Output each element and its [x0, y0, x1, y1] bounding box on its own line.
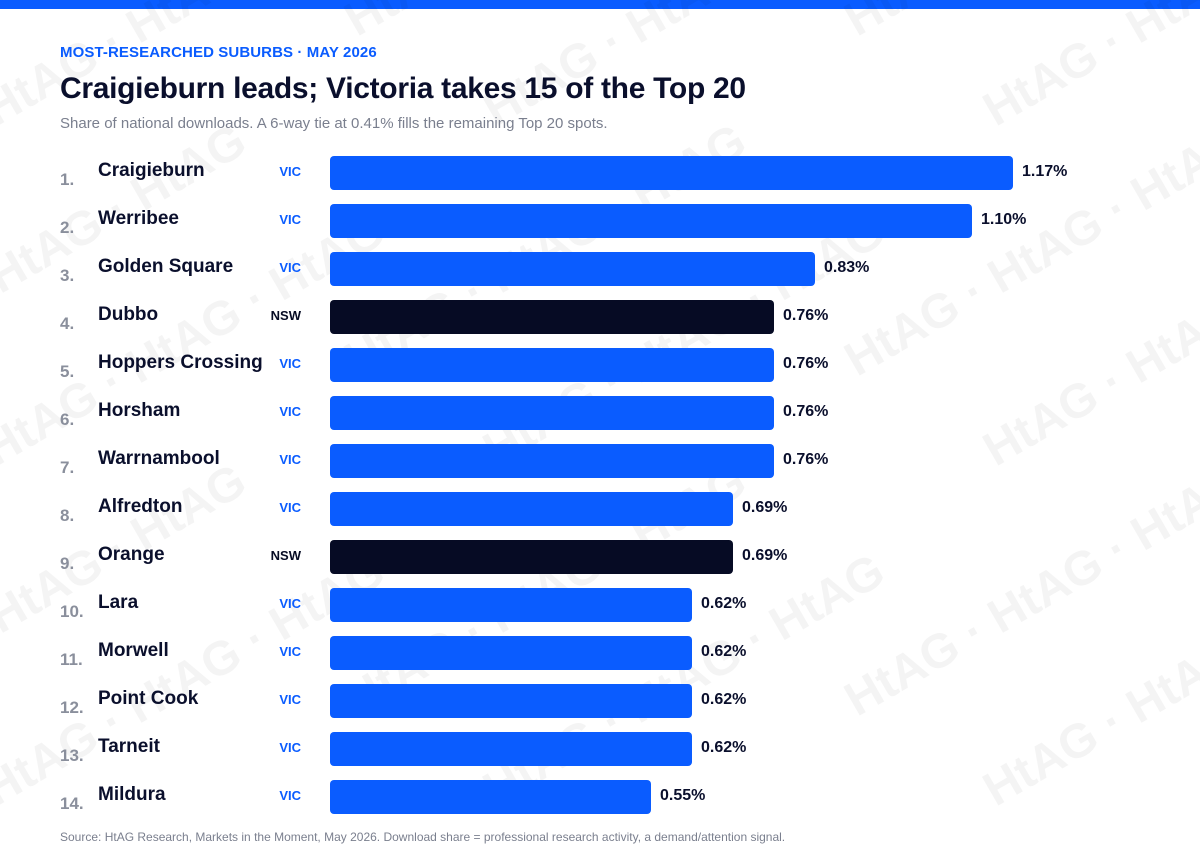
bar: [330, 348, 774, 382]
state-label: VIC: [279, 212, 301, 227]
bar-row: 7. Warrnambool VIC 0.76%: [0, 444, 1200, 492]
bar-row: 9. Orange NSW 0.69%: [0, 540, 1200, 588]
value-label: 0.62%: [701, 595, 747, 612]
chart-subtitle: Share of national downloads. A 6-way tie…: [60, 115, 608, 132]
rank-label: 12.: [60, 698, 84, 717]
bar: [330, 636, 692, 670]
suburb-label: Orange: [98, 544, 165, 565]
bar: [330, 540, 733, 574]
bar: [330, 204, 972, 238]
rank-label: 2.: [60, 218, 75, 237]
source-note: Source: HtAG Research, Markets in the Mo…: [60, 830, 786, 844]
rank-label: 14.: [60, 794, 84, 813]
rank-label: 1.: [60, 170, 75, 189]
value-label: 0.62%: [701, 739, 747, 756]
suburb-label: Morwell: [98, 640, 169, 661]
rank-label: 7.: [60, 458, 75, 477]
bar-row: 12. Point Cook VIC 0.62%: [0, 684, 1200, 732]
bar-row: 1. Craigieburn VIC 1.17%: [0, 156, 1200, 204]
bar-row: 13. Tarneit VIC 0.62%: [0, 732, 1200, 780]
suburb-label: Golden Square: [98, 256, 234, 277]
bar: [330, 156, 1013, 190]
value-label: 0.69%: [742, 547, 788, 564]
value-label: 0.76%: [783, 451, 829, 468]
bar-row: 11. Morwell VIC 0.62%: [0, 636, 1200, 684]
bar: [330, 300, 774, 334]
rank-label: 8.: [60, 506, 75, 525]
suburb-label: Werribee: [98, 208, 179, 229]
state-label: VIC: [279, 500, 301, 515]
value-label: 1.10%: [981, 211, 1027, 228]
bar-row: 3. Golden Square VIC 0.83%: [0, 252, 1200, 300]
bar-row: 6. Horsham VIC 0.76%: [0, 396, 1200, 444]
bar-row: 10. Lara VIC 0.62%: [0, 588, 1200, 636]
rank-label: 10.: [60, 602, 84, 621]
state-label: VIC: [279, 596, 301, 611]
bar: [330, 492, 733, 526]
state-label: VIC: [279, 788, 301, 803]
state-label: VIC: [279, 356, 301, 371]
state-label: VIC: [279, 404, 301, 419]
value-label: 1.17%: [1022, 163, 1068, 180]
suburb-label: Craigieburn: [98, 160, 205, 181]
state-label: VIC: [279, 644, 301, 659]
rank-label: 13.: [60, 746, 84, 765]
bar: [330, 684, 692, 718]
bar: [330, 780, 651, 814]
top-accent-bar: [0, 0, 1200, 9]
bar-row: 14. Mildura VIC 0.55%: [0, 780, 1200, 828]
rank-label: 11.: [60, 650, 83, 669]
rank-label: 9.: [60, 554, 75, 573]
bar-row: 5. Hoppers Crossing VIC 0.76%: [0, 348, 1200, 396]
value-label: 0.76%: [783, 403, 829, 420]
watermark-text: HtAG · HtAG · HtAG: [975, 0, 1200, 137]
suburb-label: Point Cook: [98, 688, 199, 709]
chart-title: Craigieburn leads; Victoria takes 15 of …: [60, 72, 746, 105]
bar: [330, 732, 692, 766]
bar: [330, 252, 815, 286]
value-label: 0.76%: [783, 307, 829, 324]
suburb-label: Lara: [98, 592, 139, 613]
value-label: 0.83%: [824, 259, 870, 276]
state-label: VIC: [279, 740, 301, 755]
rank-label: 4.: [60, 314, 75, 333]
bar-row: 2. Werribee VIC 1.10%: [0, 204, 1200, 252]
state-label: VIC: [279, 452, 301, 467]
value-label: 0.62%: [701, 691, 747, 708]
suburb-label: Tarneit: [98, 736, 160, 757]
suburb-label: Horsham: [98, 400, 181, 421]
value-label: 0.69%: [742, 499, 788, 516]
suburb-label: Warrnambool: [98, 448, 220, 469]
chart-eyebrow: MOST-RESEARCHED SUBURBS · MAY 2026: [60, 44, 377, 61]
state-label: VIC: [279, 164, 301, 179]
bar: [330, 444, 774, 478]
suburb-label: Alfredton: [98, 496, 183, 517]
value-label: 0.62%: [701, 643, 747, 660]
suburb-label: Dubbo: [98, 304, 159, 325]
value-label: 0.55%: [660, 787, 706, 804]
rank-label: 3.: [60, 266, 75, 285]
rank-label: 6.: [60, 410, 75, 429]
rank-label: 5.: [60, 362, 75, 381]
bar: [330, 588, 692, 622]
bar-row: 4. Dubbo NSW 0.76%: [0, 300, 1200, 348]
value-label: 0.76%: [783, 355, 829, 372]
bar: [330, 396, 774, 430]
state-label: NSW: [270, 548, 301, 563]
state-label: VIC: [279, 692, 301, 707]
suburb-label: Hoppers Crossing: [98, 352, 263, 373]
suburb-label: Mildura: [98, 784, 166, 805]
bar-row: 8. Alfredton VIC 0.69%: [0, 492, 1200, 540]
state-label: VIC: [279, 260, 301, 275]
state-label: NSW: [270, 308, 301, 323]
